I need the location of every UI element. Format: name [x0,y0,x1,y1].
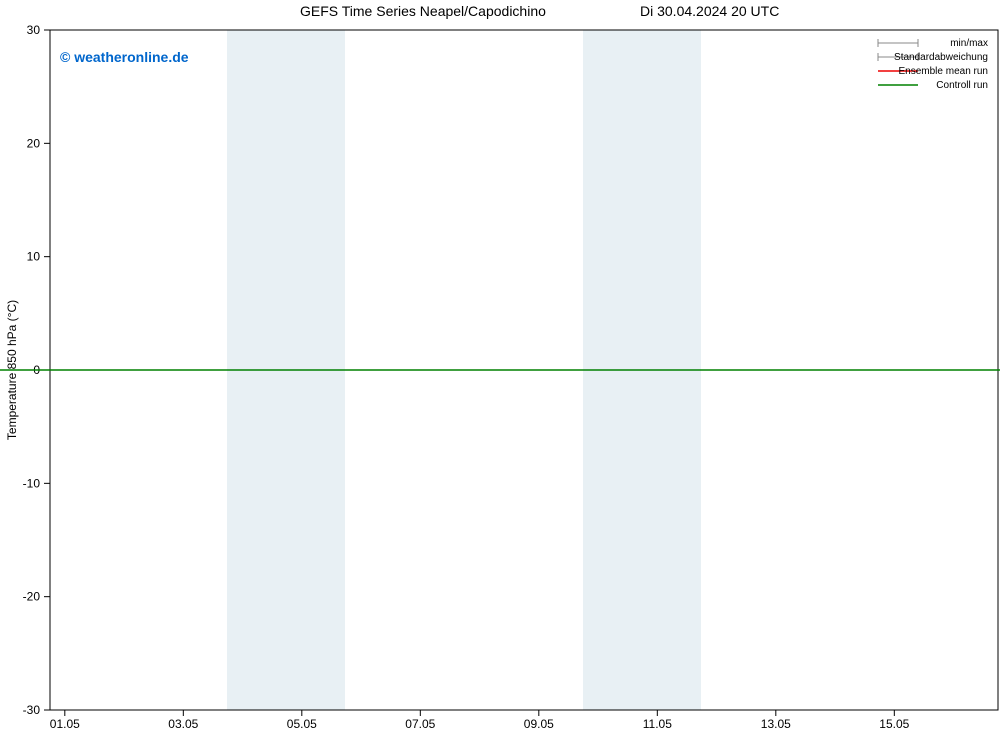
chart-title-right: Di 30.04.2024 20 UTC [640,3,779,19]
x-tick-label: 11.05 [643,717,672,731]
y-tick-label: -10 [23,476,41,490]
legend-label: Controll run [936,80,988,91]
x-tick-label: 13.05 [761,717,791,731]
y-tick-label: 10 [27,250,41,264]
x-tick-label: 01.05 [50,717,80,731]
legend-label: Ensemble mean run [899,66,989,77]
y-tick-label: 30 [27,23,41,37]
y-tick-label: -20 [23,590,41,604]
y-tick-label: -30 [23,703,41,717]
chart-container: -30-20-10010203001.0503.0505.0507.0509.0… [0,0,1000,733]
watermark: © weatheronline.de [60,49,189,65]
x-tick-label: 15.05 [879,717,909,731]
chart-svg: -30-20-10010203001.0503.0505.0507.0509.0… [0,0,1000,733]
x-tick-label: 05.05 [287,717,317,731]
legend-label: Standardabweichung [894,52,988,63]
chart-title-left: GEFS Time Series Neapel/Capodichino [300,3,546,19]
x-tick-label: 03.05 [168,717,198,731]
legend-label: min/max [950,38,988,49]
x-tick-label: 07.05 [405,717,435,731]
y-tick-label: 20 [27,136,41,150]
x-tick-label: 09.05 [524,717,554,731]
